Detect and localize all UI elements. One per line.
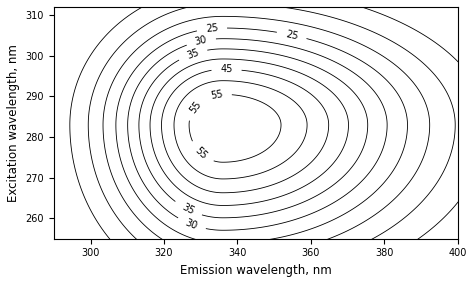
Text: 30: 30 xyxy=(194,35,208,47)
X-axis label: Emission wavelength, nm: Emission wavelength, nm xyxy=(180,264,332,277)
Text: 45: 45 xyxy=(220,64,233,74)
Text: 25: 25 xyxy=(284,29,299,41)
Text: 30: 30 xyxy=(184,218,199,231)
Text: 35: 35 xyxy=(180,202,196,217)
Text: 35: 35 xyxy=(185,47,200,61)
Text: 55: 55 xyxy=(193,145,209,161)
Text: 25: 25 xyxy=(205,23,219,34)
Y-axis label: Excitation wavelength, nm: Excitation wavelength, nm xyxy=(7,44,20,202)
Text: 55: 55 xyxy=(210,89,224,101)
Text: 55: 55 xyxy=(188,99,203,115)
